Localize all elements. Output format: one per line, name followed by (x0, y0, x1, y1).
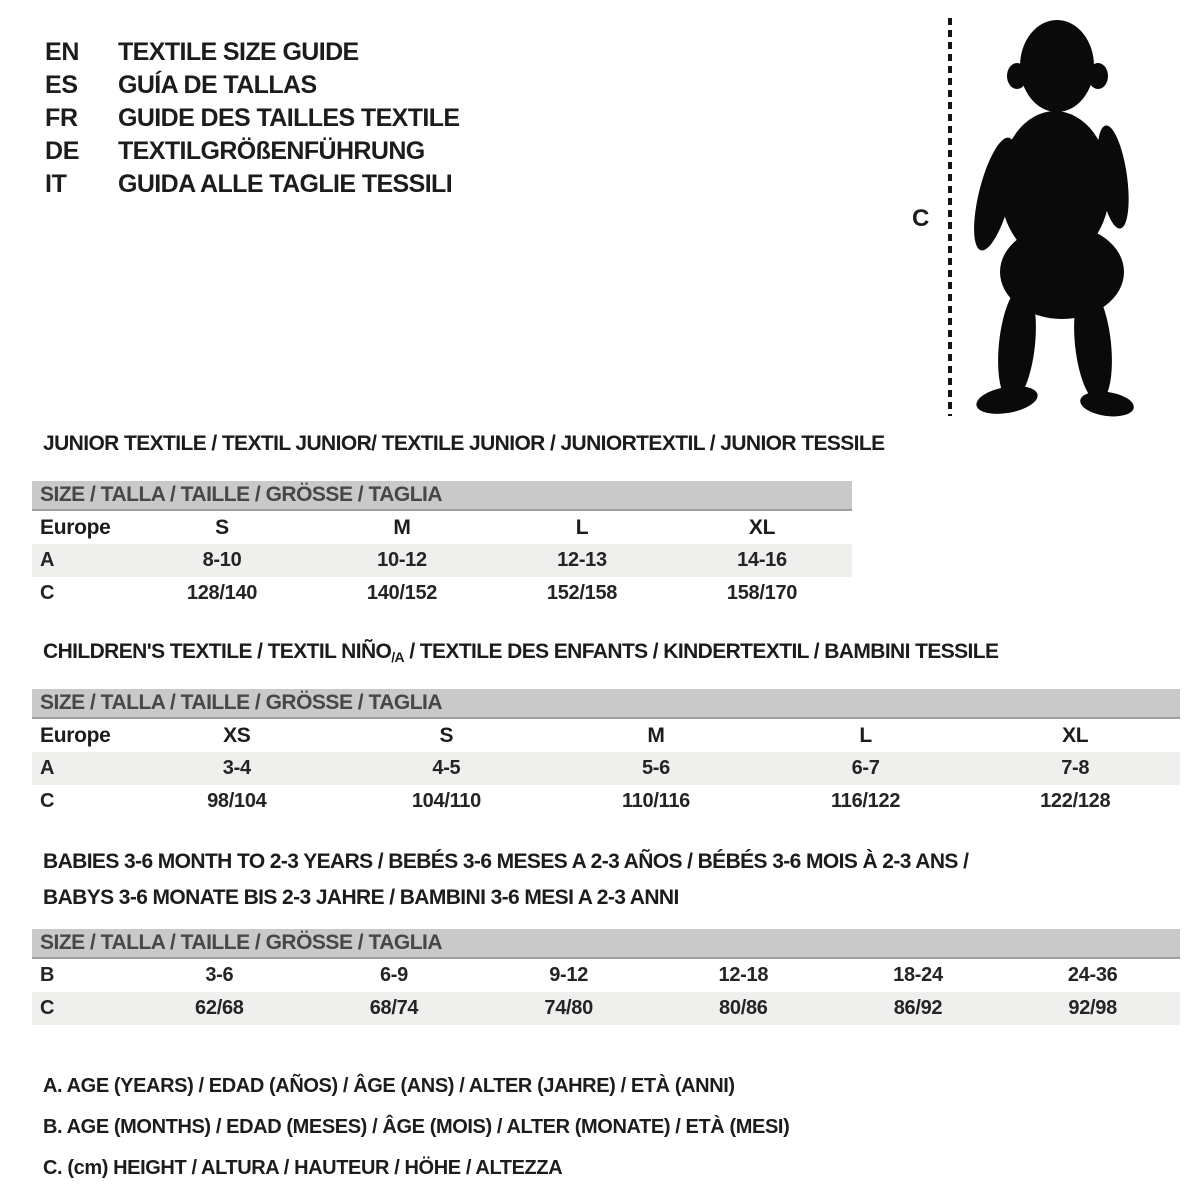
value-cell: 12-18 (718, 964, 769, 986)
row-label: C (40, 997, 55, 1019)
table-row-age-months: B 3-6 6-9 9-12 12-18 18-24 24-36 (32, 959, 1180, 992)
value-cell: 80/86 (719, 997, 768, 1019)
toddler-silhouette-icon (974, 20, 1134, 417)
size-header-cell: XL (1062, 723, 1089, 747)
heading-line-1: BABIES 3-6 MONTH TO 2-3 YEARS / BEBÉS 3-… (43, 850, 969, 873)
row-label: C (40, 790, 55, 812)
language-title-list: EN TEXTILE SIZE GUIDE ES GUÍA DE TALLAS … (45, 36, 460, 201)
language-row-it: IT GUIDA ALLE TAGLIE TESSILI (45, 168, 460, 201)
value-cell: 104/110 (411, 790, 481, 812)
language-row-en: EN TEXTILE SIZE GUIDE (45, 36, 460, 69)
value-cell: 8-10 (202, 549, 242, 571)
value-cell: 14-16 (737, 549, 787, 571)
size-header-cell: XS (223, 723, 251, 747)
babies-section-heading: BABIES 3-6 MONTH TO 2-3 YEARS / BEBÉS 3-… (43, 844, 969, 916)
heading-text: / TEXTILE DES ENFANTS / KINDERTEXTIL / B… (404, 640, 999, 663)
value-cell: 6-7 (851, 757, 880, 779)
size-header-cell: L (575, 515, 589, 539)
measure-legend: A. AGE (YEARS) / EDAD (AÑOS) / ÂGE (ANS)… (43, 1066, 790, 1189)
child-height-figure: C (880, 0, 1200, 440)
language-row-fr: FR GUIDE DES TAILLES TEXTILE (45, 102, 460, 135)
row-label: B (40, 964, 55, 986)
height-measure-label: C (912, 205, 930, 232)
value-cell: 158/170 (726, 582, 798, 604)
value-cell: 6-9 (379, 964, 408, 986)
size-header-bar: SIZE / TALLA / TAILLE / GRÖSSE / TAGLIA (32, 689, 1180, 719)
value-cell: 110/116 (621, 790, 690, 812)
legend-line-b: B. AGE (MONTHS) / EDAD (MESES) / ÂGE (MO… (43, 1116, 790, 1138)
junior-section-heading: JUNIOR TEXTILE / TEXTIL JUNIOR/ TEXTILE … (43, 432, 885, 455)
value-cell: 9-12 (549, 964, 589, 986)
value-cell: 4-5 (432, 757, 461, 779)
size-header-cell: S (215, 515, 229, 539)
value-cell: 122/128 (1040, 790, 1111, 812)
value-cell: 92/98 (1068, 997, 1117, 1019)
children-section-heading: CHILDREN'S TEXTILE / TEXTIL NIÑO/A / TEX… (43, 640, 999, 665)
table-row-age: A 8-10 10-12 12-13 14-16 (32, 544, 852, 577)
size-header-bar: SIZE / TALLA / TAILLE / GRÖSSE / TAGLIA (32, 481, 852, 511)
heading-line-2: BABYS 3-6 MONATE BIS 2-3 JAHRE / BAMBINI… (43, 886, 679, 909)
language-code: ES (45, 71, 78, 99)
value-cell: 116/122 (831, 790, 901, 812)
babies-size-table: SIZE / TALLA / TAILLE / GRÖSSE / TAGLIA … (32, 929, 1180, 1025)
heading-text: CHILDREN'S TEXTILE / TEXTIL NIÑO (43, 640, 392, 663)
junior-size-table: SIZE / TALLA / TAILLE / GRÖSSE / TAGLIA … (32, 481, 852, 610)
value-cell: 98/104 (207, 790, 267, 812)
row-label: A (40, 757, 55, 779)
value-cell: 5-6 (641, 757, 670, 779)
value-cell: 18-24 (893, 964, 943, 986)
heading-subscript: /A (391, 649, 405, 665)
size-header-cell: M (647, 723, 665, 747)
guide-title: GUÍA DE TALLAS (118, 71, 317, 99)
value-cell: 86/92 (893, 997, 943, 1019)
table-row-height: C 62/68 68/74 74/80 80/86 86/92 92/98 (32, 992, 1180, 1025)
row-label: C (40, 582, 55, 604)
height-dashed-line (948, 18, 952, 416)
value-cell: 24-36 (1067, 964, 1118, 986)
language-code: EN (45, 38, 80, 66)
language-code: DE (45, 137, 80, 165)
guide-title: TEXTILGRÖßENFÜHRUNG (118, 137, 425, 165)
table-row-height: C 98/104 104/110 110/116 116/122 122/128 (32, 785, 1180, 818)
value-cell: 12-13 (557, 549, 607, 571)
guide-title: GUIDA ALLE TAGLIE TESSILI (118, 170, 453, 198)
region-header-cell: Europe (40, 723, 111, 747)
value-cell: 10-12 (377, 549, 427, 571)
size-header-cell: XL (748, 515, 776, 539)
table-header-row: Europe XS S M L XL (32, 719, 1180, 752)
size-header-cell: M (393, 515, 411, 539)
row-label: A (40, 549, 55, 571)
guide-title: GUIDE DES TAILLES TEXTILE (118, 104, 460, 132)
table-row-height: C 128/140 140/152 152/158 158/170 (32, 577, 852, 610)
legend-line-a: A. AGE (YEARS) / EDAD (AÑOS) / ÂGE (ANS)… (43, 1075, 735, 1097)
value-cell: 7-8 (1061, 757, 1090, 779)
value-cell: 74/80 (544, 997, 593, 1019)
guide-title: TEXTILE SIZE GUIDE (118, 38, 359, 66)
legend-line-c: C. (cm) HEIGHT / ALTURA / HAUTEUR / HÖHE… (43, 1157, 563, 1179)
value-cell: 128/140 (186, 582, 258, 604)
value-cell: 62/68 (195, 997, 244, 1019)
table-header-row: Europe S M L XL (32, 511, 852, 544)
value-cell: 3-4 (222, 757, 251, 779)
table-row-age: A 3-4 4-5 5-6 6-7 7-8 (32, 752, 1180, 785)
region-header-cell: Europe (40, 515, 111, 539)
language-row-de: DE TEXTILGRÖßENFÜHRUNG (45, 135, 460, 168)
children-size-table: SIZE / TALLA / TAILLE / GRÖSSE / TAGLIA … (32, 689, 1180, 818)
size-header-bar: SIZE / TALLA / TAILLE / GRÖSSE / TAGLIA (32, 929, 1180, 959)
language-row-es: ES GUÍA DE TALLAS (45, 69, 460, 102)
language-code: IT (45, 170, 67, 198)
language-code: FR (45, 104, 78, 132)
value-cell: 68/74 (369, 997, 419, 1019)
value-cell: 152/158 (546, 582, 618, 604)
value-cell: 140/152 (366, 582, 438, 604)
size-header-cell: L (859, 723, 872, 747)
value-cell: 3-6 (205, 964, 234, 986)
size-header-cell: S (439, 723, 454, 747)
